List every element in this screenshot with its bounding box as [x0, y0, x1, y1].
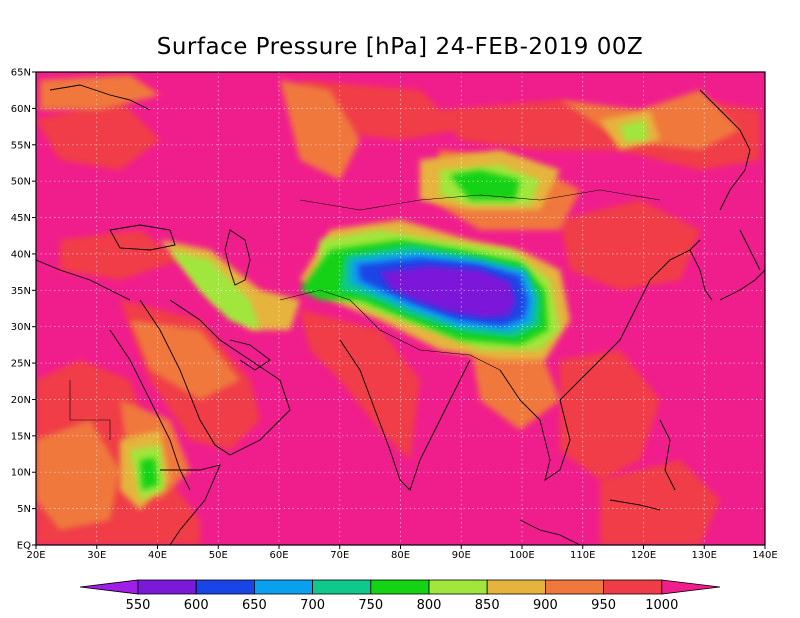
- lat-tick-label: 40N: [11, 249, 31, 260]
- coastlines: [36, 84, 765, 545]
- lat-tick-label: 35N: [11, 286, 31, 297]
- colorbar-swatch: [428, 579, 488, 595]
- colorbar-label: 950: [591, 598, 616, 613]
- colorbar-min-arrow: [79, 579, 139, 595]
- colorbar-label: 600: [184, 598, 209, 613]
- lon-tick-label: 20E: [26, 550, 45, 561]
- colorbar: 550 600 650 700 750 800 850 900 950 1000: [79, 579, 721, 613]
- lon-tick-label: 80E: [391, 550, 410, 561]
- lon-tick-label: 60E: [269, 550, 288, 561]
- lon-tick-label: 70E: [330, 550, 349, 561]
- lat-tick-label: 30N: [11, 322, 31, 333]
- lat-tick-label: 65N: [11, 68, 31, 79]
- lon-tick-label: 40E: [148, 550, 167, 561]
- colorbar-label: 650: [242, 598, 267, 613]
- lat-tick-label: 5N: [17, 504, 31, 515]
- lat-axis: EQ 5N 10N 15N 20N 25N 30N 35N 40N 45N 50N 55N 60N 65N: [11, 68, 36, 552]
- colorbar-label: 850: [475, 598, 500, 613]
- lat-tick-label: 15N: [11, 431, 31, 442]
- colorbar-label: 900: [533, 598, 558, 613]
- colorbar-label: 550: [126, 598, 151, 613]
- lon-tick-label: 90E: [452, 550, 471, 561]
- lon-tick-label: 50E: [209, 550, 228, 561]
- colorbar-label: 800: [417, 598, 442, 613]
- colorbar-label: 700: [300, 598, 325, 613]
- lat-tick-label: 50N: [11, 177, 31, 188]
- colorbar-swatch: [370, 579, 430, 595]
- colorbar-swatch: [137, 579, 197, 595]
- lon-tick-label: 140E: [752, 550, 777, 561]
- lat-tick-label: 10N: [11, 468, 31, 479]
- colorbar-swatch: [195, 579, 255, 595]
- colorbar-swatch: [545, 579, 605, 595]
- colorbar-label: 750: [358, 598, 383, 613]
- lat-tick-label: EQ: [17, 541, 31, 552]
- map-title: Surface Pressure [hPa] 24-FEB-2019 00Z: [156, 34, 644, 60]
- pressure-field: [36, 72, 765, 545]
- colorbar-swatch: [253, 579, 313, 595]
- lon-tick-label: 100E: [509, 550, 534, 561]
- lat-tick-label: 45N: [11, 213, 31, 224]
- colorbar-swatch: [486, 579, 546, 595]
- lon-axis: 20E 30E 40E 50E 60E 70E 80E 90E 100E 110E 120E 130E…: [26, 545, 778, 561]
- colorbar-swatch: [603, 579, 663, 595]
- colorbar-swatch: [312, 579, 372, 595]
- lat-tick-label: 20N: [11, 395, 31, 406]
- lon-tick-label: 110E: [570, 550, 595, 561]
- lat-tick-label: 60N: [11, 104, 31, 115]
- lon-tick-label: 30E: [87, 550, 106, 561]
- lat-tick-label: 55N: [11, 140, 31, 151]
- colorbar-max-arrow: [661, 579, 721, 595]
- colorbar-label: 1000: [645, 598, 678, 613]
- lon-tick-label: 130E: [692, 550, 717, 561]
- lat-tick-label: 25N: [11, 359, 31, 370]
- lon-tick-label: 120E: [631, 550, 656, 561]
